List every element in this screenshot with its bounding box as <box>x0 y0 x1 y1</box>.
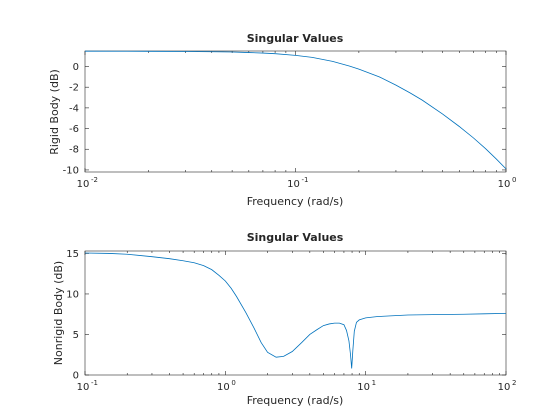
bottom-series-line <box>84 252 507 369</box>
top-x-tick-label: 10 <box>287 179 300 190</box>
bottom-y-axis-label: Nonrigid Body (dB) <box>52 261 65 365</box>
bottom-x-axis-label: Frequency (rad/s) <box>247 394 344 407</box>
top-x-tick-exponent: 0 <box>512 176 516 184</box>
top-x-tick-exponent: -2 <box>91 176 98 184</box>
top-y-tick-label: -6 <box>69 124 79 135</box>
bottom-y-tick-label: 0 <box>73 371 79 382</box>
top-y-tick-label: -10 <box>63 165 79 176</box>
top-x-tick-label: 10 <box>498 179 511 190</box>
bottom-x-tick-label: 10 <box>498 382 511 393</box>
top-y-tick-label: -4 <box>69 103 79 114</box>
bottom-x-tick-exponent: 1 <box>372 379 376 387</box>
top-y-tick-label: -8 <box>69 145 79 156</box>
bottom-x-tick-label: 10 <box>77 382 90 393</box>
top-y-tick-label: -2 <box>69 83 79 94</box>
top-axes: Singular Values 10 -2 10 -1 10 00-2-4-6-8-10 … <box>48 32 516 208</box>
top-x-axis-label: Frequency (rad/s) <box>247 195 344 208</box>
bottom-x-tick-exponent: 2 <box>512 379 516 387</box>
bottom-plot-area <box>84 250 507 376</box>
top-series-line <box>84 50 507 170</box>
bottom-y-tick-label: 5 <box>73 330 79 341</box>
top-x-tick-exponent: -1 <box>302 176 309 184</box>
bottom-tick-marks <box>84 251 507 376</box>
bottom-y-tick-label: 10 <box>66 289 79 300</box>
bottom-x-tick-label: 10 <box>357 382 370 393</box>
top-chart-title: Singular Values <box>247 32 344 45</box>
bottom-x-tick-exponent: 0 <box>231 379 235 387</box>
top-y-tick-label: 0 <box>73 62 79 73</box>
top-x-tick-label: 10 <box>77 179 90 190</box>
bottom-x-tick-exponent: -1 <box>91 379 98 387</box>
top-plot-area <box>84 50 507 173</box>
top-tick-labels: 10 -2 10 -1 10 00-2-4-6-8-10 <box>63 62 517 190</box>
bottom-chart-title: Singular Values <box>247 231 344 244</box>
top-y-axis-label: Rigid Body (dB) <box>48 69 61 155</box>
bottom-x-tick-label: 10 <box>217 382 230 393</box>
bottom-y-tick-label: 15 <box>66 249 79 260</box>
